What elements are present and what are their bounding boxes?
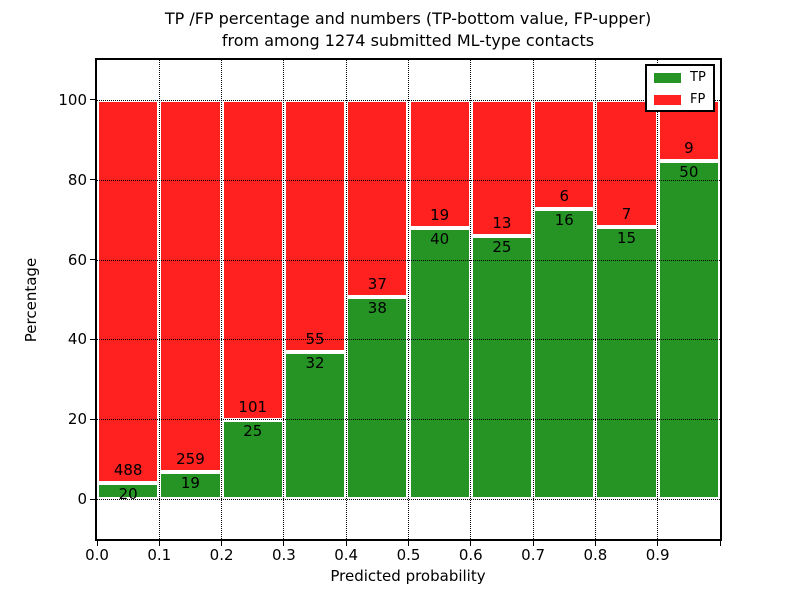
fp-count-label: 6 [559, 186, 570, 205]
legend-item-fp: FP [654, 90, 713, 110]
v-gridline [158, 60, 160, 539]
x-tick-label: 0.5 [396, 546, 421, 564]
tp-count-label: 25 [492, 238, 512, 257]
y-axis-tick [90, 259, 95, 261]
tp-count-label: 25 [243, 421, 263, 440]
tp-count-label: 32 [305, 354, 325, 373]
legend: TP FP [645, 64, 715, 112]
y-axis-tick [90, 338, 95, 340]
x-axis-tick [221, 541, 223, 546]
fp-count-label: 7 [621, 204, 632, 223]
x-tick-label: 0.7 [521, 546, 546, 564]
x-axis-tick [594, 541, 596, 546]
fp-count-label: 101 [238, 397, 268, 416]
y-axis-tick [90, 179, 95, 181]
y-axis-tick [90, 99, 95, 101]
bar-segment-fp [408, 99, 471, 229]
tp-swatch-icon [654, 73, 681, 83]
x-tick-label: 0.6 [458, 546, 483, 564]
fp-swatch-icon [654, 95, 681, 105]
legend-label-tp: TP [690, 70, 706, 85]
tp-count-label: 40 [430, 230, 450, 249]
v-gridline [283, 60, 285, 539]
bar-segment-fp [595, 99, 658, 227]
bar-segment-tp [159, 471, 222, 500]
x-tick-label: 0.0 [85, 546, 109, 564]
legend-item-tp: TP [654, 68, 713, 88]
x-axis-tick [408, 541, 409, 546]
x-axis-tick [470, 541, 472, 546]
fp-count-label: 37 [367, 274, 387, 293]
bar-segment-fp [159, 99, 222, 472]
x-tick-label: 0.8 [583, 546, 608, 564]
bar-segment-tp [408, 228, 471, 500]
bar-segment-fp [346, 99, 409, 297]
v-gridline [532, 60, 534, 539]
bar-segment-tp [595, 226, 658, 500]
v-gridline [657, 60, 659, 539]
x-tick-label: 0.2 [209, 546, 234, 564]
x-tick-label: 0.9 [645, 546, 670, 564]
y-tick-label: 100 [58, 90, 87, 109]
bar-segment-tp [283, 352, 347, 500]
x-tick-label: 0.1 [147, 546, 172, 564]
bar-segment-tp [470, 236, 534, 500]
x-axis-label: Predicted probability [330, 567, 486, 585]
tp-count-label: 38 [367, 298, 387, 317]
x-axis-tick [719, 541, 721, 546]
bar-segment-fp [470, 99, 534, 237]
x-axis-tick [158, 541, 160, 546]
x-axis-tick [345, 541, 347, 546]
x-tick-label: 0.3 [271, 546, 296, 564]
plot-area: TP FP 488 20 259 19 101 25 55 32 37 38 19 40 13 25 6 16… [95, 58, 722, 541]
bar-segment-tp [346, 296, 409, 500]
x-axis-tick [283, 541, 285, 546]
y-tick-label: 60 [67, 250, 87, 269]
y-axis-label: Percentage [22, 257, 40, 343]
fp-count-label: 488 [113, 461, 143, 480]
bar-segment-tp [97, 483, 160, 500]
bar-segment-fp [283, 99, 347, 353]
tp-count-label: 16 [554, 210, 574, 229]
bar-segment-fp [97, 99, 160, 484]
bar-segment-tp [657, 160, 720, 500]
y-tick-label: 0 [77, 490, 87, 509]
bar-segment-fp [533, 99, 596, 209]
y-axis-tick [90, 498, 95, 500]
y-tick-label: 40 [67, 330, 87, 349]
v-gridline [594, 60, 596, 539]
y-axis-tick [90, 418, 95, 420]
v-gridline [408, 60, 409, 539]
fp-count-label: 259 [176, 449, 205, 468]
tp-count-label: 19 [180, 473, 200, 492]
x-tick-label: 0.4 [334, 546, 359, 564]
v-gridline [345, 60, 347, 539]
bar-segment-tp [533, 208, 596, 500]
x-axis-tick [532, 541, 534, 546]
chart-title-line2: from among 1274 submitted ML-type contac… [221, 31, 595, 50]
chart-title-line1: TP /FP percentage and numbers (TP-bottom… [164, 9, 652, 28]
tp-count-label: 50 [679, 162, 699, 181]
legend-label-fp: FP [690, 92, 706, 107]
fp-count-label: 9 [684, 138, 694, 157]
v-gridline [470, 60, 472, 539]
tp-count-label: 20 [118, 485, 138, 504]
v-gridline [221, 60, 223, 539]
x-axis-tick [657, 541, 659, 546]
y-tick-label: 20 [67, 410, 87, 429]
tp-count-label: 15 [616, 228, 637, 247]
bar-segment-tp [221, 419, 284, 500]
fp-count-label: 19 [430, 206, 450, 225]
fp-count-label: 55 [305, 330, 325, 349]
fp-count-label: 13 [492, 214, 512, 233]
x-axis-tick [96, 541, 98, 546]
y-tick-label: 80 [67, 170, 87, 189]
